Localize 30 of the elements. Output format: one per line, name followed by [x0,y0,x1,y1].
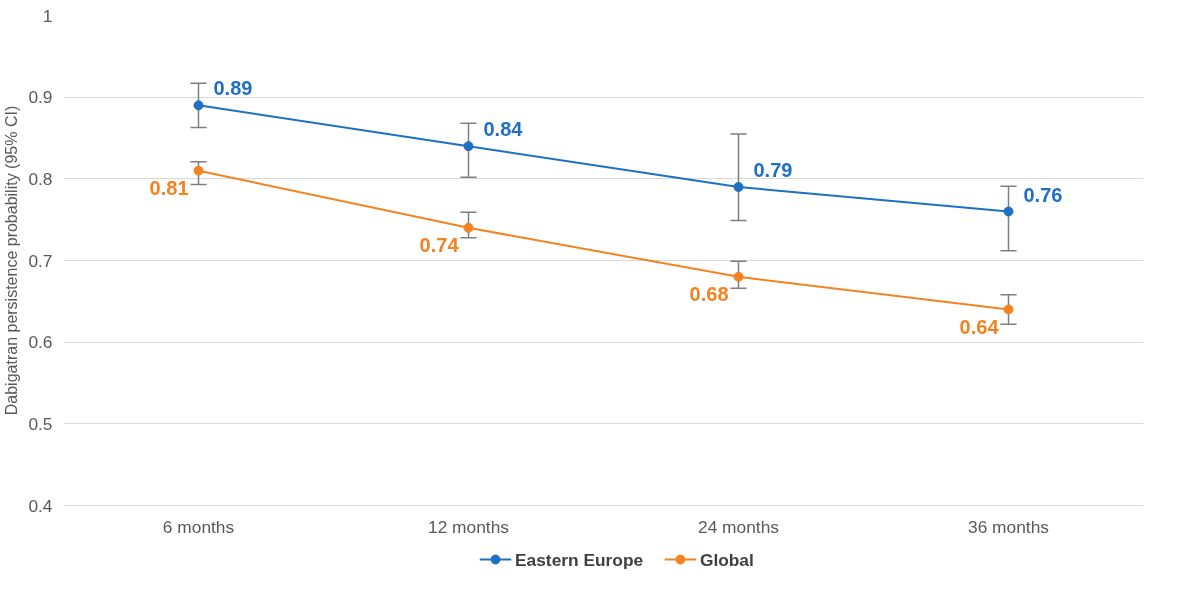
y-tick-label: 0.4 [28,495,53,516]
x-tick-label: 24 months [698,516,780,537]
point [193,165,204,176]
legend-label: Global [699,549,754,570]
legend-label: Eastern Europe [515,549,644,570]
y-axis-title: Dabigatran persistence probability (95% CI) [3,105,21,416]
data-label: 0.81 [149,176,189,199]
point [463,222,474,233]
point [1003,206,1014,217]
data-label: 0.68 [689,282,729,305]
data-label: 0.64 [959,315,1000,338]
x-tick-label: 36 months [968,516,1050,537]
y-tick-label: 0.6 [28,332,53,353]
point [1003,304,1014,315]
y-tick-label: 1 [42,5,53,26]
data-label: 0.84 [483,118,524,141]
x-tick-label: 6 months [162,516,235,537]
point [733,182,744,192]
data-label: 0.74 [419,233,460,256]
data-label: 0.76 [1023,183,1063,206]
y-tick-label: 0.5 [28,413,53,434]
data-label: 0.79 [753,159,793,181]
y-tick-label: 0.7 [28,250,53,271]
point [463,141,474,152]
data-label: 0.89 [213,77,253,100]
y-tick-label: 0.8 [28,168,53,189]
point [733,271,744,282]
y-tick-label: 0.9 [28,87,53,108]
x-tick-label: 12 months [428,516,510,537]
point [193,100,204,111]
